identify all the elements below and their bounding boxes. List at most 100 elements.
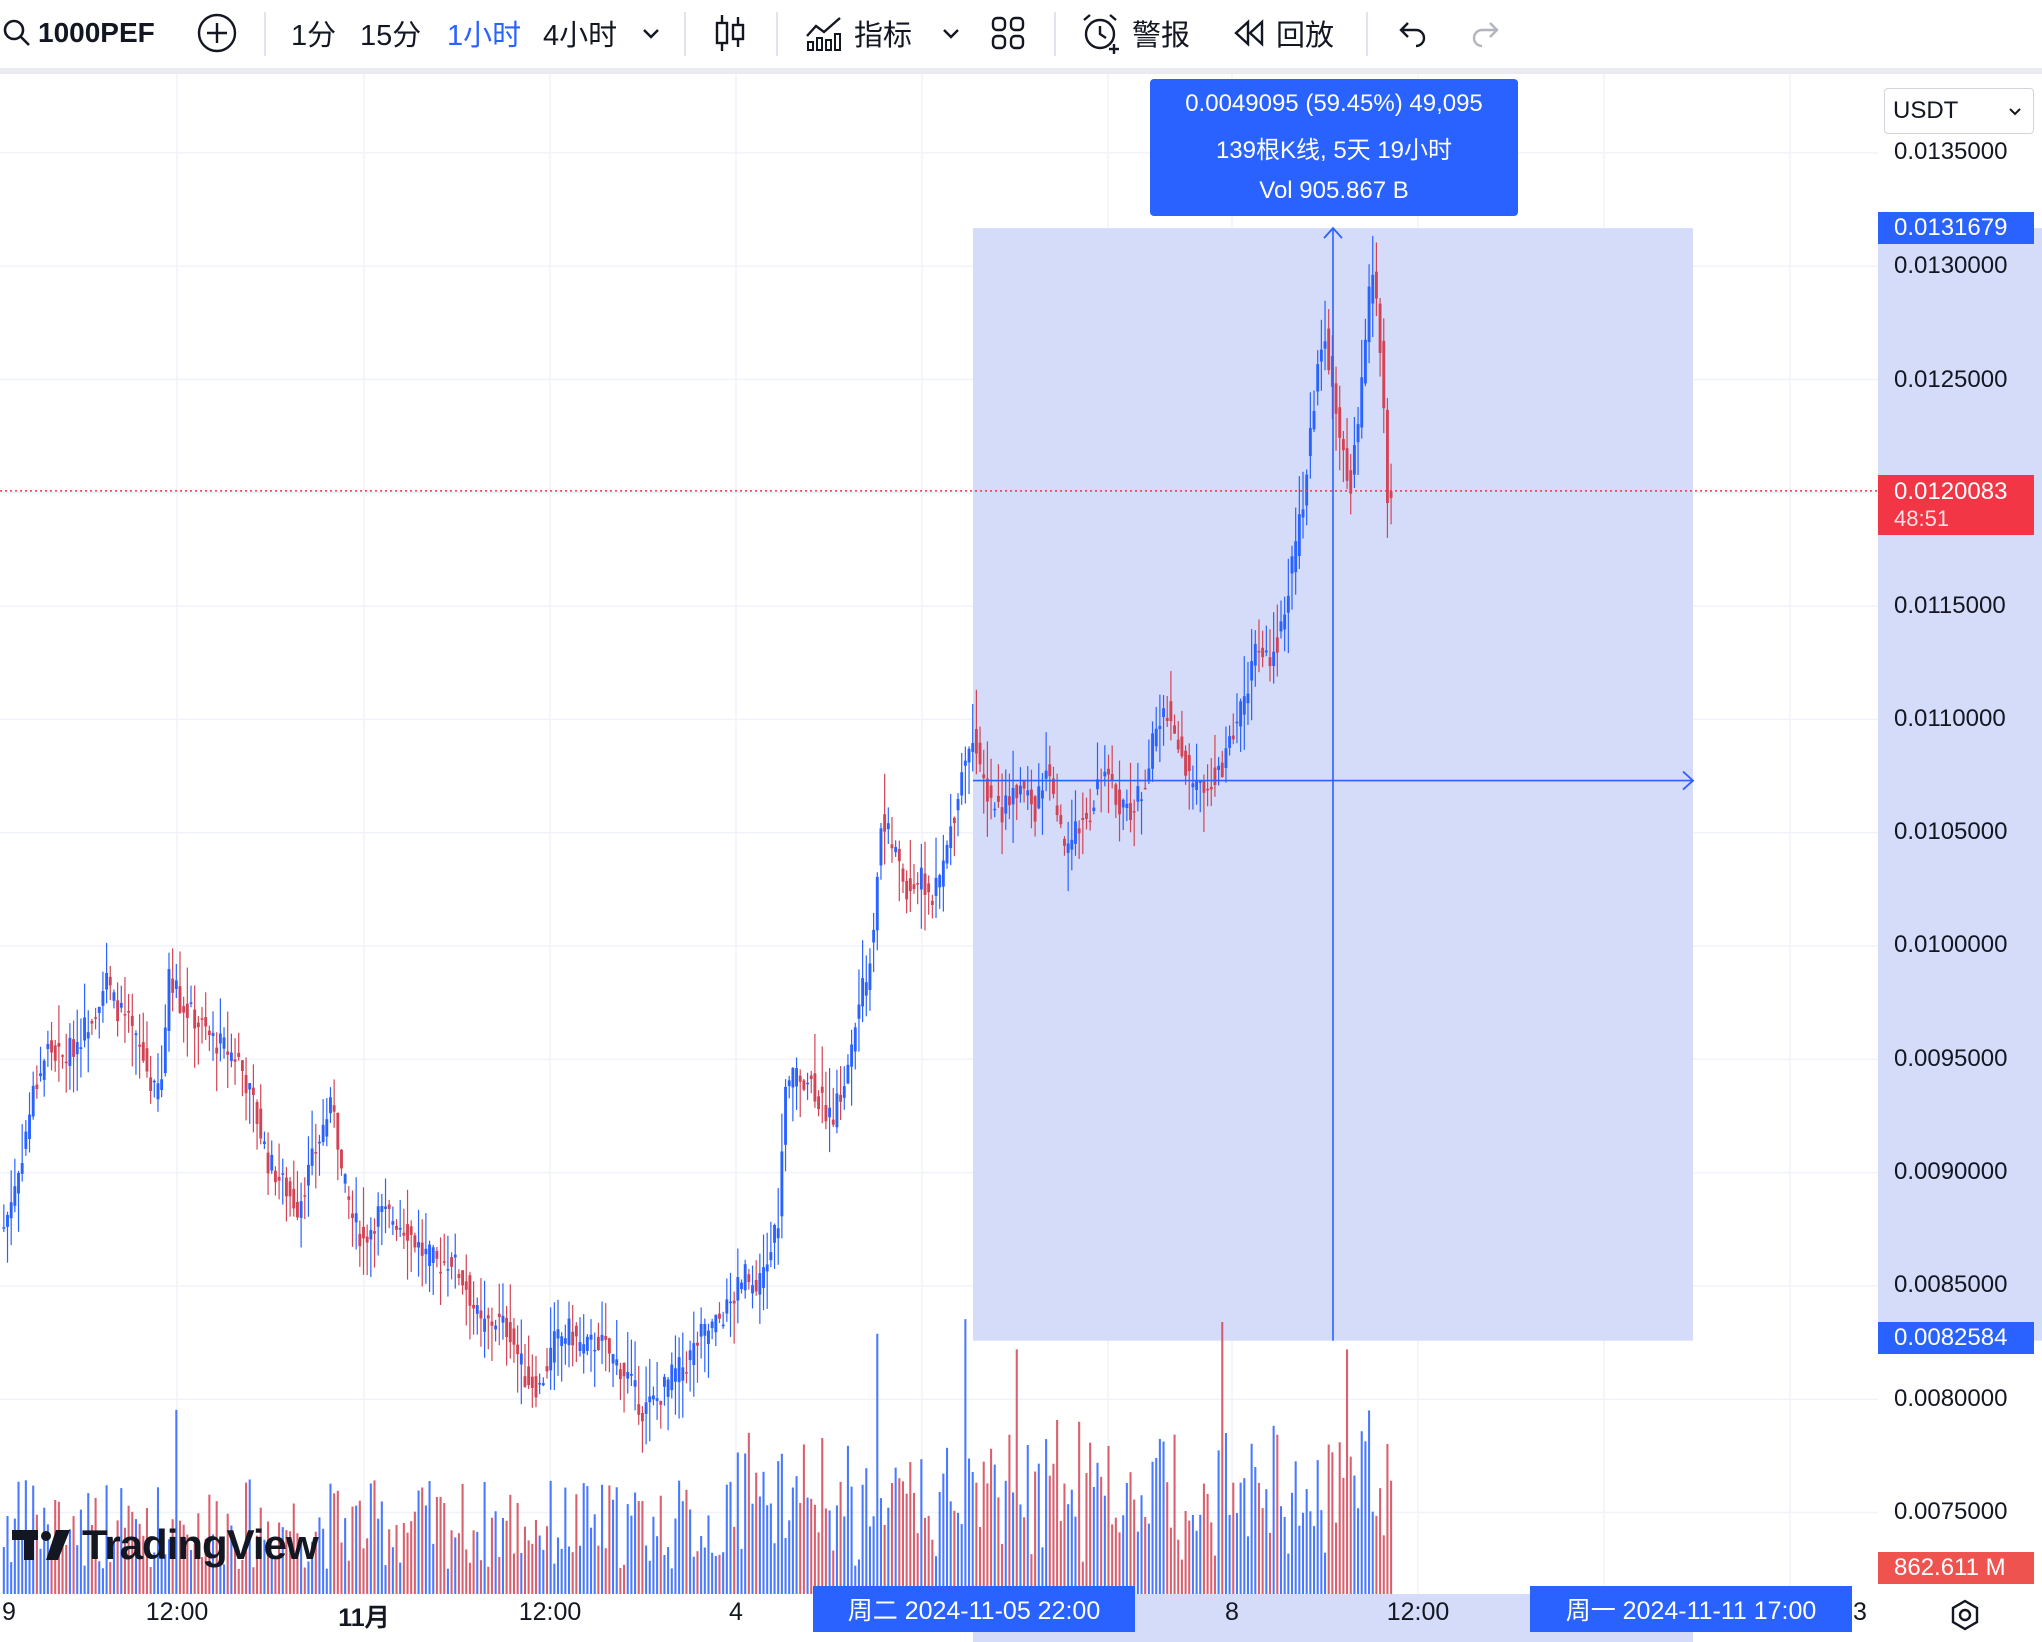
candle-body: [747, 1274, 751, 1283]
volume-bar: [424, 1505, 427, 1594]
candle-body: [351, 1213, 354, 1219]
chart-area[interactable]: [0, 74, 2042, 1642]
indicators-button[interactable]: 指标: [804, 0, 912, 66]
price-axis-label: 0.0095000: [1894, 1045, 2008, 1072]
candle-body: [222, 1037, 226, 1049]
volume-bar: [615, 1487, 618, 1594]
candle-body: [277, 1176, 281, 1181]
volume-bar: [934, 1556, 938, 1594]
volume-bar: [1096, 1462, 1099, 1594]
candle-body: [1147, 768, 1151, 782]
volume-bar: [1063, 1483, 1066, 1594]
volume-bar: [894, 1467, 897, 1594]
candle-body: [1327, 328, 1331, 371]
volume-bar: [171, 1519, 174, 1594]
interval-15m[interactable]: 15分: [360, 20, 422, 52]
volume-bar: [986, 1483, 989, 1594]
volume-bar: [964, 1319, 967, 1594]
range-low-price-tag: 0.0082584: [1878, 1322, 2034, 1354]
chart-settings-button[interactable]: [1948, 1598, 1982, 1637]
chart-type-button[interactable]: [712, 0, 748, 66]
volume-bar: [483, 1481, 486, 1594]
candle-body: [530, 1376, 534, 1388]
candle-body: [1004, 795, 1008, 814]
candle-body: [1007, 796, 1011, 806]
candle-body: [196, 1022, 200, 1028]
undo-button[interactable]: [1394, 0, 1428, 66]
volume-bar: [314, 1531, 317, 1594]
candle-body: [534, 1376, 538, 1398]
candle-body: [376, 1206, 380, 1227]
volume-bar: [281, 1527, 284, 1594]
candle-body: [773, 1224, 776, 1243]
candle-body: [354, 1213, 358, 1223]
volume-bar: [777, 1461, 780, 1594]
volume-bar: [861, 1484, 864, 1594]
interval-1m[interactable]: 1分: [291, 20, 337, 52]
volume-bar: [1386, 1443, 1389, 1594]
volume-bar: [1202, 1483, 1205, 1594]
volume-bar: [112, 1541, 115, 1594]
volume-bar: [186, 1534, 189, 1594]
candle-body: [541, 1383, 545, 1386]
interval-1h[interactable]: 1小时: [447, 20, 522, 52]
volume-bar: [1250, 1443, 1253, 1594]
volume-bar: [590, 1527, 593, 1594]
volume-bar: [501, 1518, 504, 1594]
volume-bar: [487, 1566, 490, 1594]
candle-body: [1184, 750, 1188, 776]
candle-body: [79, 1047, 83, 1050]
volume-bar: [197, 1513, 200, 1594]
candle-body: [651, 1395, 655, 1400]
layout-button[interactable]: [990, 0, 1026, 66]
candle-body: [934, 877, 938, 896]
chevron-down-icon: [643, 29, 659, 39]
candle-body: [39, 1073, 42, 1077]
volume-bar: [134, 1519, 137, 1594]
candle-body: [846, 1064, 850, 1084]
volume-bar: [465, 1549, 468, 1594]
volume-bar: [1243, 1478, 1246, 1594]
volume-bar: [68, 1529, 71, 1594]
volume-bar: [10, 1562, 13, 1594]
volume-bar: [982, 1461, 985, 1594]
candle-body: [1316, 364, 1320, 392]
toolbar-divider: [1054, 12, 1056, 56]
volume-bar: [241, 1560, 244, 1594]
volume-bar: [406, 1532, 409, 1594]
volume-bar: [1346, 1349, 1349, 1594]
redo-button[interactable]: [1470, 0, 1504, 66]
volume-bar: [435, 1497, 438, 1594]
candle-body: [483, 1318, 487, 1332]
candle-body: [497, 1313, 501, 1318]
candle-body: [446, 1269, 450, 1271]
volume-bar: [747, 1432, 750, 1594]
volume-bar: [454, 1537, 457, 1594]
alert-button[interactable]: 警报: [1080, 0, 1190, 66]
compare-symbol-button[interactable]: [196, 0, 238, 66]
currency-select[interactable]: USDT: [1884, 88, 2034, 134]
interval-4h[interactable]: 4小时: [543, 20, 618, 52]
price-chart[interactable]: [0, 74, 2042, 1642]
candle-body: [596, 1336, 600, 1351]
symbol-search[interactable]: 1000PEF: [2, 0, 155, 66]
candle-body: [127, 1010, 131, 1013]
volume-bar: [1188, 1520, 1191, 1594]
volume-bar: [35, 1514, 38, 1594]
interval-dropdown[interactable]: [640, 0, 662, 66]
volume-bar: [883, 1524, 886, 1594]
replay-button[interactable]: 回放: [1232, 0, 1334, 66]
volume-bar: [1008, 1434, 1011, 1594]
candle-body: [13, 1186, 17, 1206]
candle-body: [490, 1321, 494, 1326]
candle-body: [1261, 647, 1265, 658]
candle-body: [1231, 735, 1235, 740]
volume-bar: [990, 1448, 993, 1594]
candle-body: [193, 1009, 197, 1029]
volume-bar: [223, 1564, 226, 1594]
candle-body: [743, 1264, 747, 1291]
candle-body: [615, 1359, 619, 1366]
indicators-dropdown[interactable]: [940, 0, 962, 66]
volume-bar: [1335, 1522, 1338, 1594]
candle-body: [380, 1205, 384, 1212]
